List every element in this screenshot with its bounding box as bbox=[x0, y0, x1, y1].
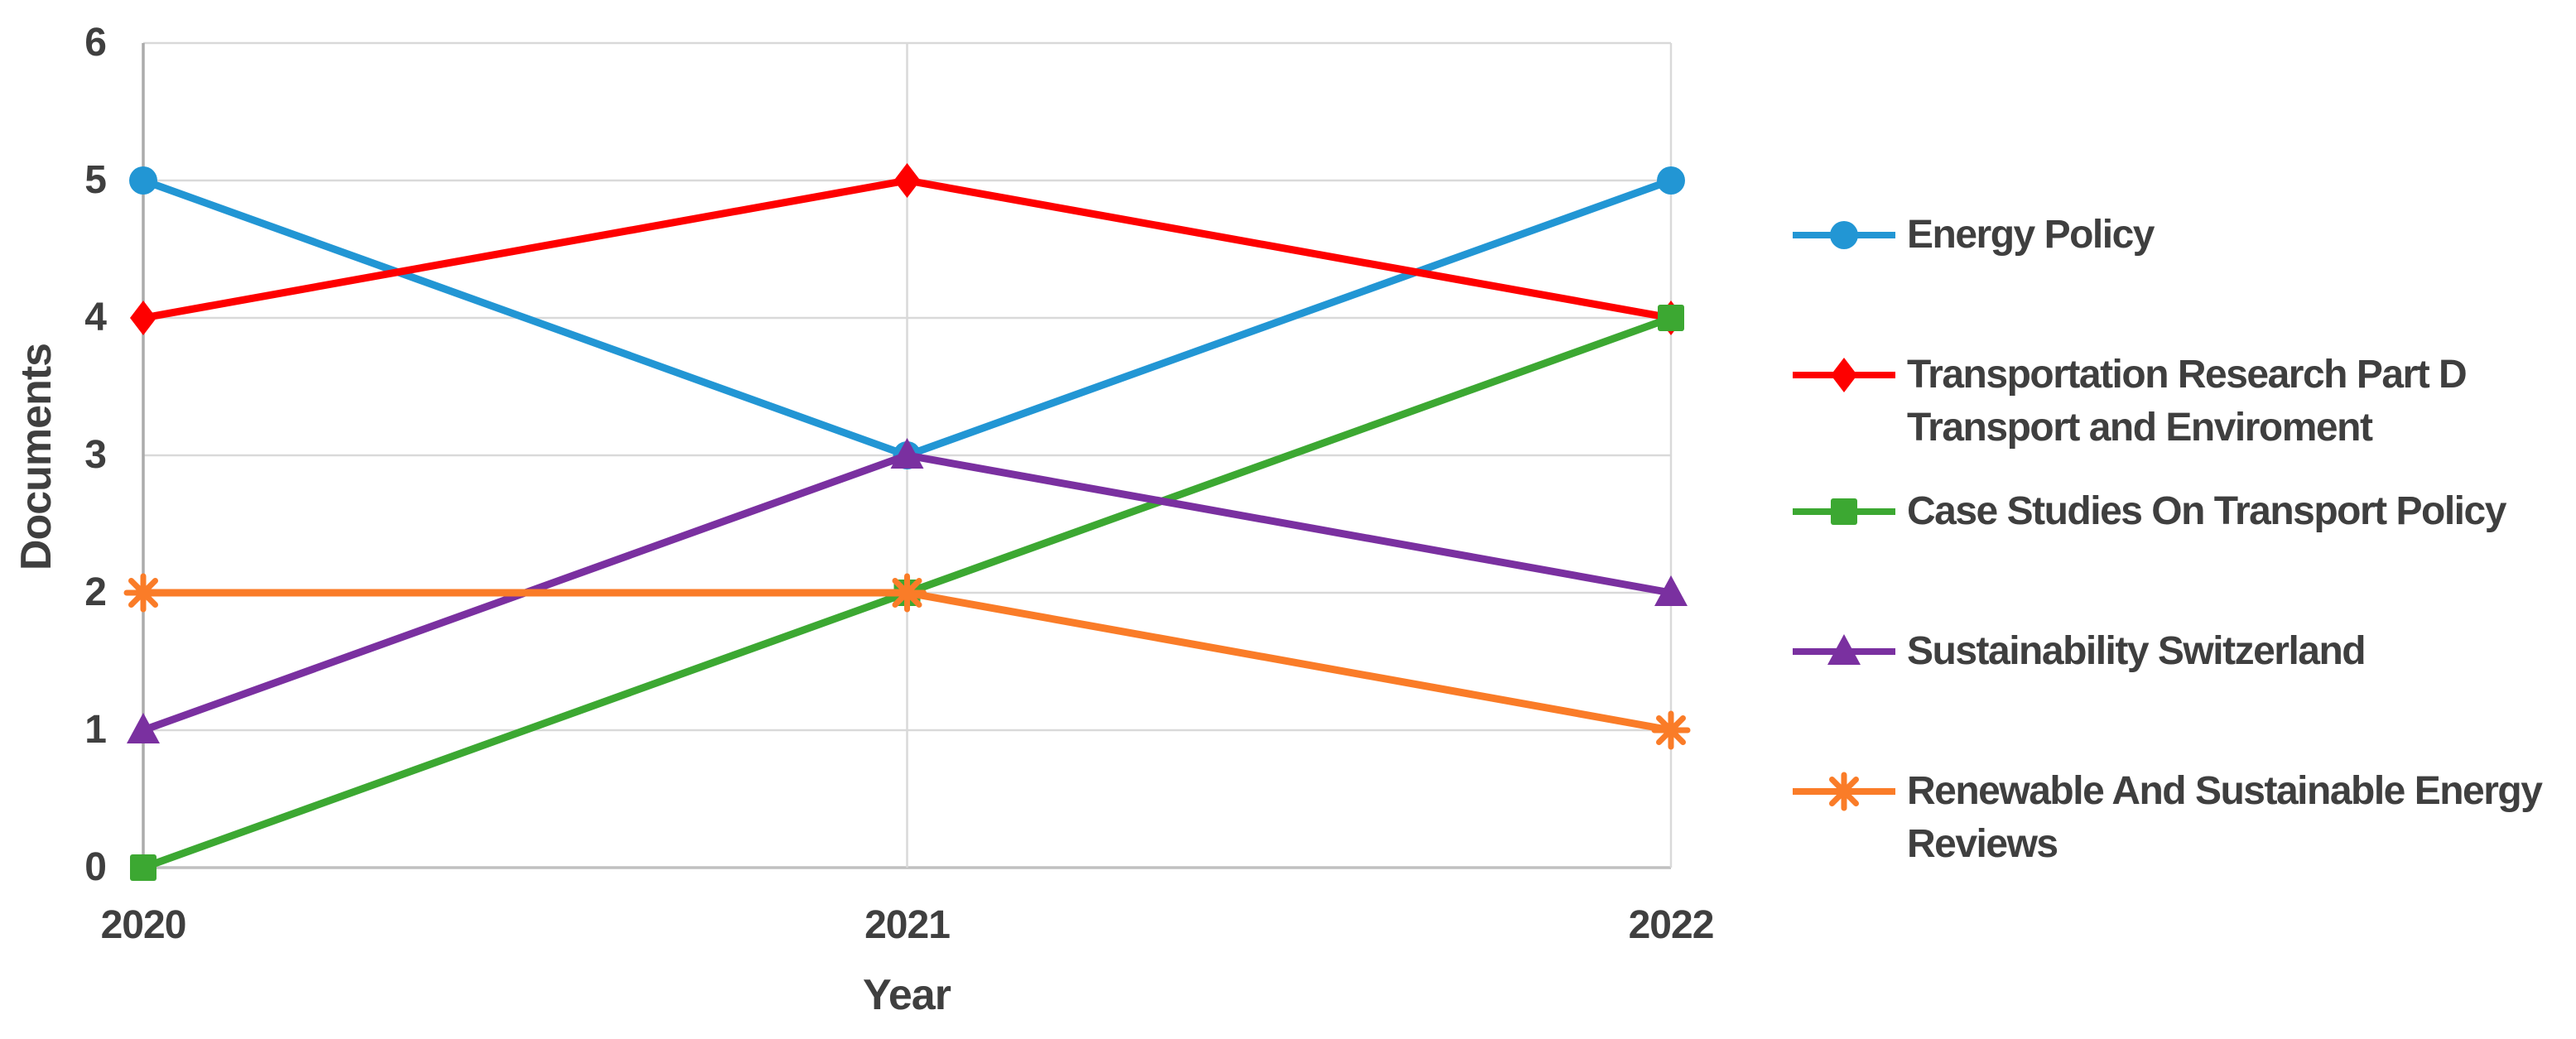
y-tick-label: 6 bbox=[84, 21, 107, 65]
legend-item: Sustainability Switzerland bbox=[1791, 625, 2367, 678]
legend-label-line: Reviews bbox=[1907, 822, 2058, 866]
legend-swatch bbox=[1793, 498, 1895, 525]
legend-label-line: Sustainability Switzerland bbox=[1907, 629, 2367, 673]
legend-label: Transportation Research Part D Transport … bbox=[1907, 349, 2468, 455]
asterisk-marker bbox=[1824, 772, 1864, 811]
legend-label: Energy Policy bbox=[1907, 209, 2155, 262]
y-axis-title: Documents bbox=[12, 343, 60, 571]
legend-swatch bbox=[1793, 772, 1895, 811]
circle-marker bbox=[129, 166, 157, 195]
asterisk-ray bbox=[892, 578, 922, 608]
circle-marker bbox=[1657, 166, 1685, 195]
y-tick-label: 5 bbox=[84, 158, 107, 202]
legend-item: Transportation Research Part D Transport … bbox=[1791, 349, 2468, 455]
y-tick-label: 4 bbox=[84, 296, 107, 339]
legend-swatch bbox=[1793, 634, 1895, 665]
legend-label-line: Transport and Enviroment bbox=[1907, 406, 2373, 450]
diamond-marker bbox=[130, 301, 156, 335]
legend-item: Case Studies On Transport Policy bbox=[1791, 485, 2506, 538]
legend-item: Energy Policy bbox=[1791, 209, 2155, 262]
square-marker bbox=[130, 854, 156, 881]
asterisk-ray bbox=[128, 578, 158, 608]
chart-legend: Energy Policy Transportation Research Par… bbox=[1791, 0, 2576, 1039]
legend-label: Sustainability Switzerland bbox=[1907, 625, 2367, 678]
square-marker bbox=[1831, 498, 1857, 525]
y-tick-label: 2 bbox=[84, 570, 107, 614]
circle-marker bbox=[1830, 221, 1858, 249]
y-tick-label: 0 bbox=[84, 845, 107, 889]
diamond-marker bbox=[893, 163, 921, 198]
legend-label-line: Energy Policy bbox=[1907, 213, 2155, 257]
legend-swatch bbox=[1793, 358, 1895, 392]
y-tick-label: 3 bbox=[84, 433, 107, 477]
triangle-marker bbox=[1654, 575, 1688, 606]
square-marker bbox=[1658, 305, 1684, 331]
y-tick-label: 1 bbox=[84, 708, 107, 752]
legend-swatch bbox=[1793, 221, 1895, 249]
legend-label-line: Case Studies On Transport Policy bbox=[1907, 489, 2506, 533]
asterisk-ray bbox=[1656, 715, 1686, 745]
triangle-marker bbox=[127, 713, 160, 743]
triangle-marker bbox=[890, 438, 924, 469]
asterisk-ray bbox=[1829, 777, 1859, 806]
legend-label-line: Transportation Research Part D bbox=[1907, 353, 2468, 397]
legend-label: Renewable And Sustainable Energy Reviews bbox=[1907, 765, 2543, 871]
asterisk-marker bbox=[888, 573, 927, 613]
triangle-marker bbox=[1827, 634, 1861, 665]
legend-label: Case Studies On Transport Policy bbox=[1907, 485, 2506, 538]
legend-item: Renewable And Sustainable Energy Reviews bbox=[1791, 765, 2543, 871]
legend-label-line: Renewable And Sustainable Energy bbox=[1907, 769, 2543, 813]
x-tick-label: 2020 bbox=[100, 903, 187, 947]
diamond-marker bbox=[1831, 358, 1857, 392]
x-tick-label: 2022 bbox=[1628, 903, 1715, 947]
asterisk-marker bbox=[1651, 710, 1691, 750]
x-axis-title: Year bbox=[863, 971, 951, 1019]
asterisk-marker bbox=[123, 573, 163, 613]
x-tick-label: 2021 bbox=[864, 903, 951, 947]
